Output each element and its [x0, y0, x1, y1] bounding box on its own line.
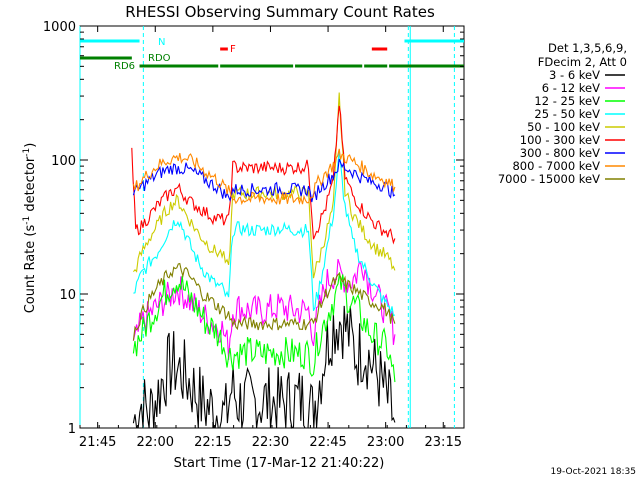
chart-title: RHESSI Observing Summary Count Rates — [125, 3, 435, 21]
series-line-1 — [132, 258, 396, 361]
anno-F-label: F — [230, 44, 236, 55]
series-line-5 — [131, 105, 396, 245]
series-line-8 — [132, 262, 396, 341]
series-line-4 — [132, 92, 396, 279]
legend: Det 1,3,5,6,9, FDecim 2, Att 0 3 - 6 keV… — [498, 41, 627, 186]
anno-RDO-label: RDO — [148, 53, 171, 64]
legend-header-2: FDecim 2, Att 0 — [538, 55, 627, 69]
legend-label-8: 7000 - 15000 keV — [498, 172, 600, 186]
series-line-0 — [132, 305, 396, 429]
y-tick-label-0: 1 — [68, 422, 76, 437]
footer-date: 19-Oct-2021 18:35 — [551, 467, 636, 477]
x-axis: 21:45 22:00 22:15 22:30 22:45 23:00 23:15 — [79, 26, 465, 450]
y-axis-label: Count Rate (s-1 detector-1) — [22, 143, 38, 314]
anno-RD6-label: RD6 — [114, 61, 135, 72]
x-tick-label-3: 22:30 — [252, 435, 289, 450]
series-line-2 — [132, 272, 396, 383]
anno-N-label: N — [158, 37, 165, 48]
legend-header-1: Det 1,3,5,6,9, — [548, 41, 627, 55]
x-tick-label-0: 21:45 — [79, 435, 116, 450]
x-tick-label-1: 22:00 — [137, 435, 174, 450]
y-tick-label-2: 100 — [51, 154, 76, 169]
y-tick-label-3: 1000 — [43, 20, 76, 35]
legend-label-1: 6 - 12 keV — [542, 81, 600, 95]
legend-label-7: 800 - 7000 keV — [512, 159, 600, 173]
legend-label-6: 300 - 800 keV — [520, 146, 600, 160]
x-axis-label: Start Time (17-Mar-12 21:40:22) — [174, 456, 385, 471]
series-line-3 — [133, 150, 396, 317]
y-tick-label-1: 10 — [59, 288, 76, 303]
legend-label-3: 25 - 50 keV — [534, 107, 600, 121]
legend-label-5: 100 - 300 keV — [520, 133, 600, 147]
x-tick-label-4: 22:45 — [309, 435, 346, 450]
plot-area: N F RDO RD6 — [79, 25, 465, 429]
series-line-7 — [132, 148, 396, 206]
legend-label-4: 50 - 100 keV — [527, 120, 600, 134]
legend-label-2: 12 - 25 keV — [534, 94, 600, 108]
y-axis: 1 10 100 1000 — [43, 20, 464, 437]
legend-label-0: 3 - 6 keV — [549, 68, 600, 82]
series-line-6 — [132, 158, 396, 203]
x-tick-label-2: 22:15 — [194, 435, 231, 450]
x-tick-label-5: 23:00 — [367, 435, 404, 450]
x-tick-label-6: 23:15 — [425, 435, 462, 450]
